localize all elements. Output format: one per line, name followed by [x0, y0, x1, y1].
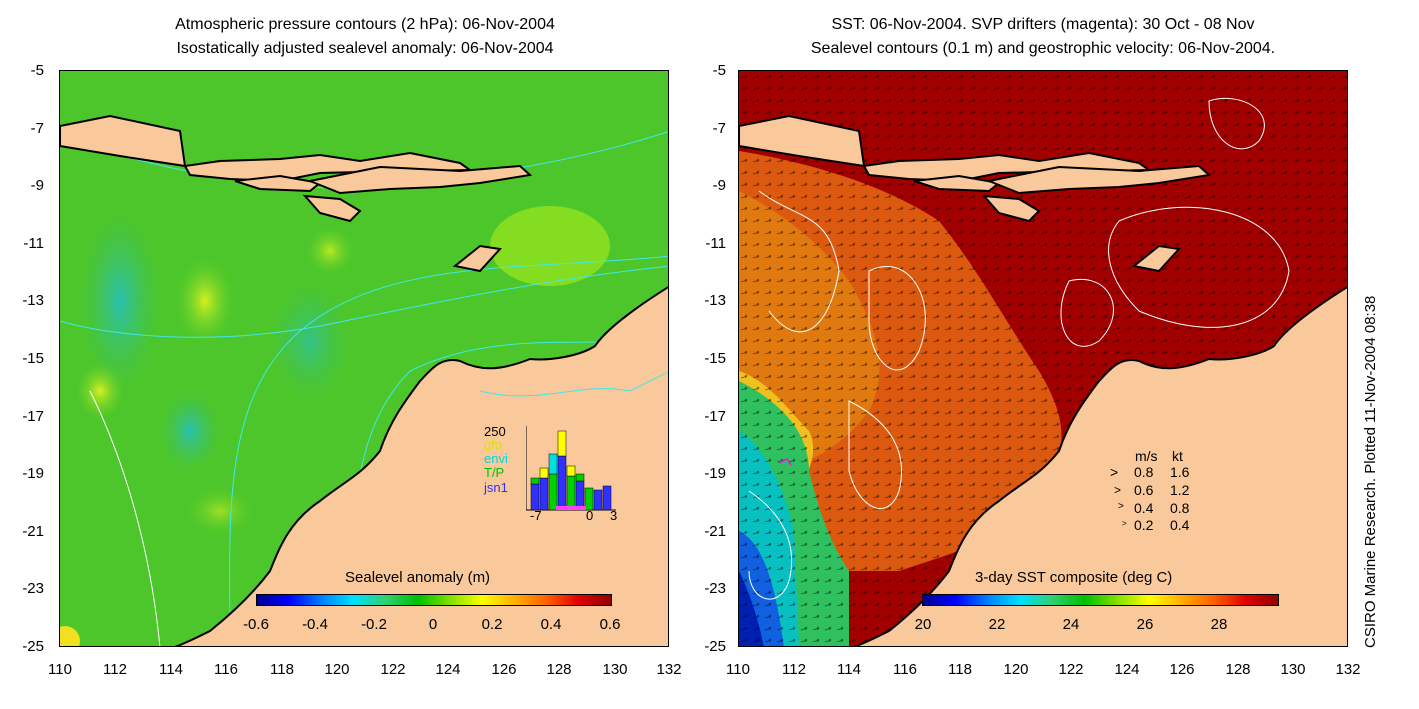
left-title-line1: Atmospheric pressure contours (2 hPa): 0… [175, 16, 555, 33]
inset-series-envi: envi [484, 451, 508, 466]
right-colorbar-tick: 22 [988, 616, 1006, 633]
left-x-tick: 112 [103, 661, 127, 678]
left-x-tick: 128 [546, 661, 572, 678]
left-y-tick: -23 [22, 580, 44, 597]
sst-map [738, 70, 1348, 647]
left-colorbar-tick: 0.4 [540, 616, 562, 633]
right-x-tick: 126 [1169, 661, 1195, 678]
right-x-tick: 132 [1335, 661, 1361, 678]
velocity-legend-header-ms: m/s [1135, 448, 1158, 464]
left-y-tick: -15 [22, 350, 44, 367]
inset-series-gfo: gfo [484, 437, 503, 452]
right-title-line2: Sealevel contours (0.1 m) and geostrophi… [810, 40, 1276, 57]
velocity-legend-ms: 0.8 [1134, 464, 1154, 480]
inset-histogram [526, 426, 616, 511]
inset-x-label-max: 3 [610, 508, 618, 523]
left-y-tick: -17 [22, 408, 44, 425]
left-title-line2: Isostatically adjusted sealevel anomaly:… [176, 40, 554, 57]
right-y-tick: -15 [704, 350, 726, 367]
left-y-tick: -25 [22, 638, 44, 655]
left-y-tick: -19 [22, 465, 44, 482]
left-colorbar-tick: -0.4 [302, 616, 328, 633]
sst-colorbar [922, 594, 1279, 606]
right-x-tick: 118 [948, 661, 972, 678]
left-x-tick: 130 [602, 661, 628, 678]
right-colorbar-tick: 26 [1136, 616, 1154, 633]
right-y-tick: -5 [712, 62, 726, 79]
right-x-tick: 124 [1114, 661, 1140, 678]
sealevel-colorbar [256, 594, 612, 606]
velocity-legend-ms: 0.2 [1134, 517, 1154, 533]
velocity-arrow-icon: > [1110, 464, 1119, 480]
left-colorbar-tick: 0.6 [599, 616, 621, 633]
velocity-arrow-icon: > [1122, 519, 1127, 528]
velocity-legend-ms: 0.4 [1134, 500, 1154, 516]
left-x-tick: 122 [380, 661, 406, 678]
right-colorbar-title: 3-day SST composite (deg C) [975, 569, 1173, 586]
velocity-legend-kt: 1.2 [1170, 482, 1190, 498]
velocity-legend-ms: 0.6 [1134, 482, 1154, 498]
right-y-tick: -13 [704, 292, 726, 309]
left-colorbar-title: Sealevel anomaly (m) [345, 569, 491, 586]
right-y-tick: -25 [704, 638, 726, 655]
velocity-legend-kt: 0.8 [1170, 500, 1190, 516]
right-y-tick: -11 [705, 235, 726, 252]
right-y-tick: -19 [704, 465, 726, 482]
left-x-tick: 114 [159, 661, 183, 678]
left-colorbar-tick: 0 [428, 616, 438, 633]
left-x-tick: 132 [656, 661, 682, 678]
right-y-tick: -23 [704, 580, 726, 597]
left-x-tick: 110 [48, 661, 72, 678]
velocity-arrow-icon: > [1118, 501, 1124, 512]
right-x-tick: 110 [726, 661, 750, 678]
right-x-tick: 112 [782, 661, 806, 678]
velocity-legend-kt: 0.4 [1170, 517, 1190, 533]
inset-ymax-label: 250 [484, 424, 506, 439]
left-x-tick: 116 [214, 661, 238, 678]
sealevel-anomaly-map [59, 70, 669, 647]
left-y-tick: -9 [30, 177, 44, 194]
right-y-tick: -21 [704, 523, 726, 540]
left-colorbar-tick: 0.2 [481, 616, 503, 633]
left-colorbar-tick: -0.2 [361, 616, 387, 633]
right-x-tick: 116 [893, 661, 917, 678]
right-y-tick: -9 [712, 177, 726, 194]
left-y-tick: -7 [30, 120, 44, 137]
inset-x-label-min: -7 [530, 508, 542, 523]
right-y-tick: -17 [704, 408, 726, 425]
sst-map-graphic [739, 71, 1347, 646]
left-y-tick: -11 [23, 235, 44, 252]
left-x-tick: 118 [270, 661, 294, 678]
velocity-arrow-icon: > [1114, 483, 1122, 497]
right-x-tick: 114 [837, 661, 861, 678]
left-y-tick: -5 [30, 62, 44, 79]
right-x-tick: 122 [1058, 661, 1084, 678]
velocity-legend-kt: 1.6 [1170, 464, 1190, 480]
right-colorbar-tick: 28 [1210, 616, 1228, 633]
left-x-tick: 126 [491, 661, 517, 678]
velocity-legend-header-kt: kt [1172, 448, 1183, 464]
credit-text: CSIRO Marine Research. Plotted 11-Nov-20… [1362, 295, 1379, 648]
right-y-tick: -7 [712, 120, 726, 137]
right-title-line1: SST: 06-Nov-2004. SVP drifters (magenta)… [831, 16, 1255, 33]
inset-x-label-zero: 0 [586, 508, 594, 523]
right-x-tick: 120 [1003, 661, 1029, 678]
inset-series-jsn1: jsn1 [484, 480, 508, 495]
left-colorbar-tick: -0.6 [243, 616, 269, 633]
left-y-tick: -21 [22, 523, 44, 540]
left-y-tick: -13 [22, 292, 44, 309]
right-x-tick: 130 [1280, 661, 1306, 678]
right-x-tick: 128 [1225, 661, 1251, 678]
inset-series-tp: T/P [484, 465, 505, 480]
left-x-tick: 120 [324, 661, 350, 678]
left-x-tick: 124 [435, 661, 461, 678]
right-colorbar-tick: 20 [914, 616, 932, 633]
right-colorbar-tick: 24 [1062, 616, 1080, 633]
sealevel-map-graphic [60, 71, 668, 646]
